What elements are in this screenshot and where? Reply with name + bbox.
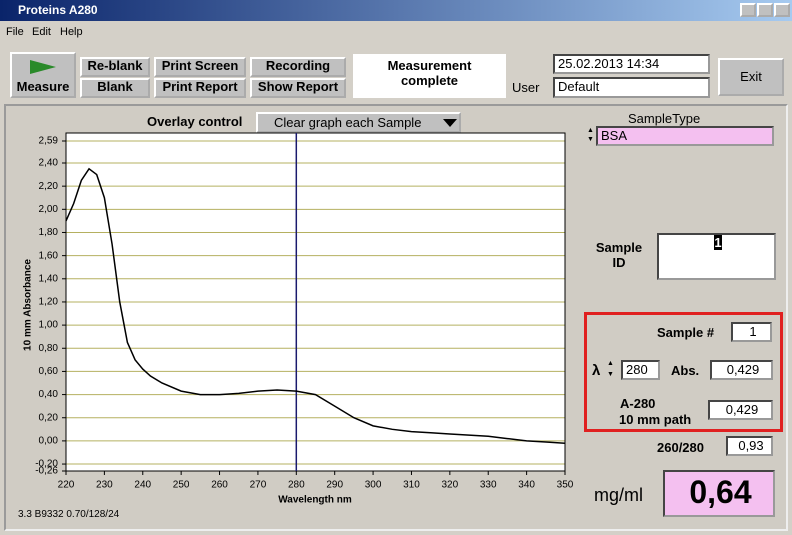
x-tick-label: 290 [326,480,343,491]
y-tick-label: 0,00 [39,436,59,447]
x-tick-label: 270 [250,480,267,491]
close[interactable] [774,3,790,17]
title-bar: Proteins A280 [0,0,792,21]
sample-id-label: Sample ID [595,240,643,270]
y-tick-label: -0,26 [35,466,58,477]
exit-button[interactable]: Exit [718,58,784,96]
spinner[interactable]: ▲ ▼ [587,127,594,143]
y-tick-label: -0,20 [35,459,58,470]
blank-button[interactable]: Blank [80,78,150,98]
conc-label: mg/ml [594,485,643,505]
ratio-label: 260/280 [657,440,704,455]
menu-item[interactable]: Help [60,26,83,38]
overlay-dropdown[interactable]: Clear graph each Sample [256,112,461,133]
sample-number-label: Sample # [657,325,715,340]
y-tick-label: 0,40 [39,389,59,400]
x-tick-label: 330 [480,480,497,491]
lambda-label: λ [592,362,601,379]
user-field[interactable]: Default [553,77,710,98]
datetime-field: 25.02.2013 14:34 [553,54,710,74]
measure-button[interactable]: Measure [10,52,76,98]
minimize[interactable] [740,3,756,17]
flag-icon [30,60,56,74]
print-screen-button[interactable]: Print Screen [154,57,246,77]
x-tick-label: 350 [557,480,574,491]
button-label: Measure [16,79,70,94]
y-tick-label: 1,20 [39,297,59,308]
spinner[interactable]: ▲ ▼ [607,360,614,378]
menu-bar: File Edit Help [0,22,792,42]
print-report-button[interactable]: Print Report [154,78,246,98]
x-tick-label: 280 [288,480,305,491]
user-label: User [512,80,540,95]
show-report-button[interactable]: Show Report [250,78,346,98]
x-tick-label: 340 [518,480,535,491]
menu-item[interactable]: File [6,26,24,38]
sample-type-field[interactable]: BSA [596,126,774,146]
status-box: Measurement complete [353,54,506,98]
ratio-field: 0,93 [726,436,773,456]
sample-id-field[interactable]: 1 [657,233,776,280]
overlay-label: Overlay control [147,114,243,129]
y-tick-label: 0,20 [39,412,59,423]
y-axis-label: 10 mm Absorbance [23,259,34,351]
y-tick-label: 0,80 [39,343,59,354]
reblank-button[interactable]: Re-blank [80,57,150,77]
a280-field: 0,429 [708,400,773,420]
recording-button[interactable]: Recording [250,57,346,77]
y-tick-label: 2,20 [39,181,59,192]
x-tick-label: 320 [442,480,459,491]
lambda-field[interactable]: 280 [621,360,660,380]
x-tick-label: 250 [173,480,190,491]
maximize[interactable] [757,3,773,17]
x-axis-label: Wavelength nm [278,495,352,506]
y-tick-label: 2,59 [39,136,59,147]
y-tick-label: 2,40 [39,158,59,169]
sample-id: 1 [714,235,722,250]
chart: 10 mm Absorbance Wavelength nm -0,26-0,2… [23,132,574,506]
y-tick-label: 1,60 [39,250,59,261]
y-tick-label: 0,60 [39,366,59,377]
x-tick-label: 310 [403,480,420,491]
y-tick-label: 1,00 [39,320,59,331]
highlight-box [584,312,783,432]
menu-item[interactable]: Edit [32,26,51,38]
data-line [65,167,566,444]
plot-frame [65,132,566,472]
dropdown-value: Clear graph each Sample [274,115,422,130]
dropdown-arrow [443,119,457,127]
x-tick-label: 300 [365,480,382,491]
abs-label: Abs. [671,363,700,378]
x-tick-label: 220 [58,480,75,491]
x-tick-label: 230 [96,480,113,491]
sample-type-label: SampleType [628,111,701,126]
y-tick-label: 1,80 [39,227,59,238]
x-tick-label: 240 [134,480,151,491]
path-label: 10 mm path [619,412,692,427]
window-title: Proteins A280 [18,3,98,17]
conc-field: 0,64 [663,470,775,517]
y-tick-label: 1,40 [39,273,59,284]
version-text: 3.3 B9332 0.70/128/24 [18,509,120,520]
sample-number-field: 1 [731,322,772,342]
a280-label: A-280 [620,396,656,411]
x-tick-label: 260 [211,480,228,491]
y-tick-label: 2,00 [39,204,59,215]
abs-field: 0,429 [710,360,773,380]
